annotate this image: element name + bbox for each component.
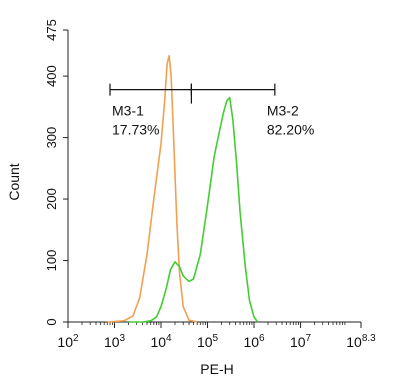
gates-layer: M3-1 17.73% M3-2 82.20% [109,83,314,138]
x-tick-label: 104 [150,333,172,350]
y-axis-label: Count [6,163,22,200]
x-tick-label: 105 [197,333,219,350]
x-tick-label: 107 [290,333,312,350]
y-tick-label: 400 [44,65,59,87]
gate-name-label: M3-2 [267,103,299,119]
x-tick-label: 103 [104,333,126,350]
gate-name-label: M3-1 [112,103,144,119]
chart-axes: 102 103 104 105 106 107 108.3 0 100 200 300 400 475 [44,19,376,350]
y-tick-label: 300 [44,127,59,149]
x-tick-label: 108.3 [346,333,376,350]
x-tick-label: 106 [243,333,265,350]
y-tick-label: 200 [44,188,59,210]
x-axis-label: PE-H [200,361,233,377]
gate-percent-label: 17.73% [112,122,159,138]
y-tick-label: 100 [44,250,59,272]
y-tick-label: 475 [44,19,59,41]
series-line-2 [128,96,259,323]
series-layer [107,54,259,323]
x-tick-label: 102 [57,333,79,350]
gate-percent-label: 82.20% [267,122,314,138]
series-line-1 [107,54,198,323]
y-tick-label: 0 [44,318,59,325]
